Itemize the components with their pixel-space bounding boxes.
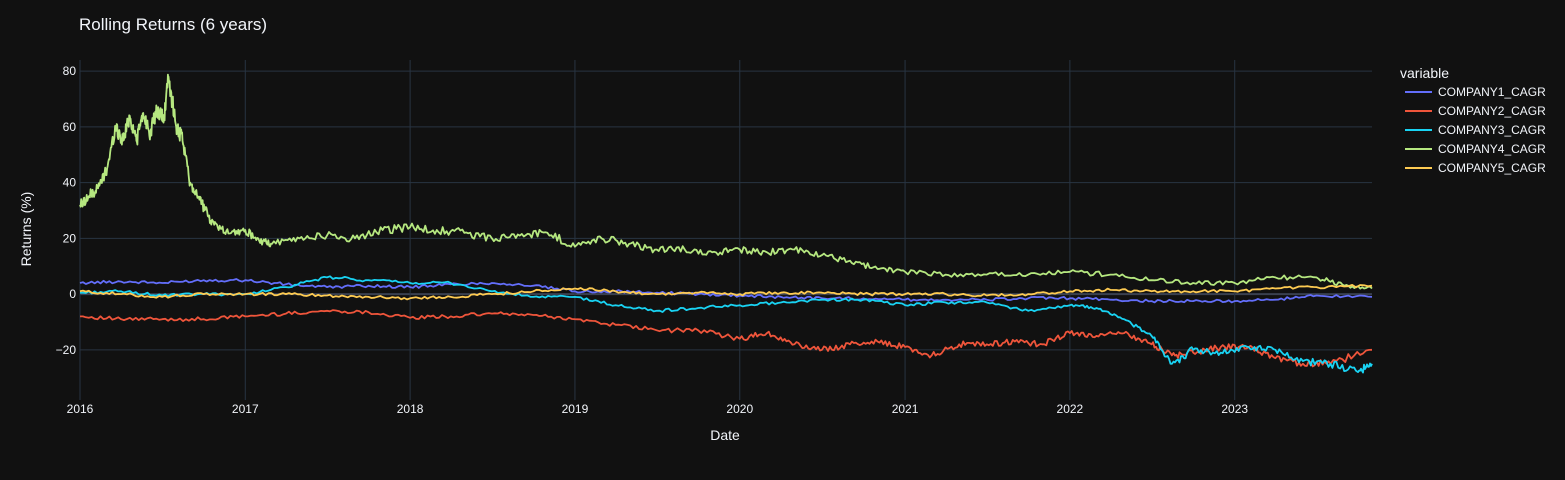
x-tick-label: 2020: [726, 402, 753, 416]
series-line-company4_cagr: [79, 73, 1373, 290]
x-tick-label: 2019: [562, 402, 589, 416]
y-axis-label: Returns (%): [18, 192, 34, 267]
chart-title: Rolling Returns (6 years): [79, 15, 267, 34]
series-lines: [79, 73, 1373, 374]
axis-ticks: 80 60 40 20 0 −20 2016 2017 2018 2019 2020 2021 2022…: [56, 64, 1249, 416]
legend: variable COMPANY1_CAGRCOMPANY2_CAGRCOMPA…: [1400, 65, 1546, 175]
series-line-company3_cagr: [80, 275, 1373, 374]
x-tick-label: 2016: [67, 402, 94, 416]
series-line-company2_cagr: [80, 309, 1373, 368]
x-tick-label: 2022: [1057, 402, 1084, 416]
legend-label[interactable]: COMPANY2_CAGR: [1438, 104, 1546, 118]
legend-title: variable: [1400, 65, 1449, 81]
y-tick-label: 20: [63, 231, 77, 245]
x-tick-label: 2017: [232, 402, 259, 416]
x-tick-label: 2023: [1221, 402, 1248, 416]
y-tick-label: 80: [63, 64, 77, 78]
series-line-company5_cagr: [79, 283, 1373, 301]
y-tick-label: 60: [63, 120, 77, 134]
y-tick-label: 40: [63, 176, 77, 190]
legend-label[interactable]: COMPANY3_CAGR: [1438, 123, 1546, 137]
y-tick-label: −20: [56, 343, 77, 357]
legend-label[interactable]: COMPANY4_CAGR: [1438, 142, 1546, 156]
x-tick-label: 2021: [892, 402, 919, 416]
grid: [79, 60, 1372, 400]
legend-items: COMPANY1_CAGR COMPANY2_CAGR COMPANY3_CAGR C…: [1405, 85, 1546, 175]
y-tick-label: 0: [69, 287, 76, 301]
legend-label[interactable]: COMPANY1_CAGR: [1438, 85, 1546, 99]
x-axis-label: Date: [710, 427, 740, 443]
x-tick-label: 2018: [397, 402, 424, 416]
legend-label[interactable]: COMPANY5_CAGR: [1438, 161, 1546, 175]
